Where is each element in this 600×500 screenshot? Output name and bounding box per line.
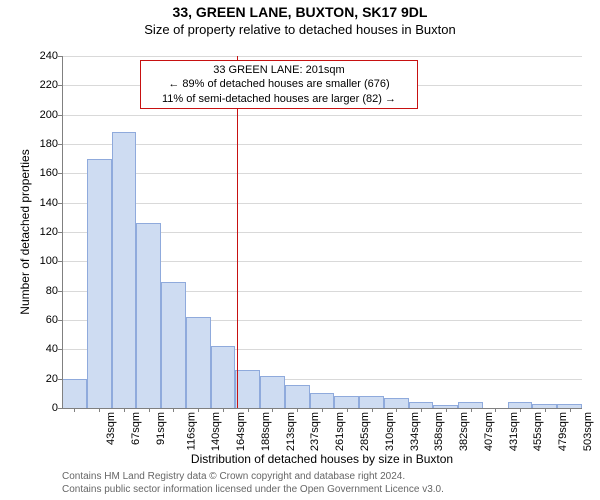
x-tick-label: 407sqm [483,412,495,451]
x-tick-label: 382sqm [458,412,470,451]
histogram-bar [359,396,384,408]
annotation-line1: 33 GREEN LANE: 201sqm [145,63,413,77]
histogram-bar [161,282,186,408]
y-tick-label: 60 [28,314,58,326]
x-tick-label: 91sqm [155,412,167,445]
histogram-bar [384,398,409,408]
x-axis-label: Distribution of detached houses by size … [62,452,582,466]
y-tick-label: 20 [28,373,58,385]
histogram-bar [334,396,359,408]
x-tick-label: 358sqm [433,412,445,451]
histogram-bar [186,317,211,408]
x-tick-label: 503sqm [582,412,594,451]
histogram-bar [285,385,310,408]
x-tick-label: 43sqm [105,412,117,445]
y-axis-line [62,56,63,408]
page-subtitle: Size of property relative to detached ho… [0,22,600,37]
x-tick-label: 431sqm [508,412,520,451]
x-tick-label: 285sqm [359,412,371,451]
y-tick-label: 120 [28,226,58,238]
page-title: 33, GREEN LANE, BUXTON, SK17 9DL [0,4,600,20]
footer-line1: Contains HM Land Registry data © Crown c… [62,470,444,483]
footer-attribution: Contains HM Land Registry data © Crown c… [62,470,444,496]
x-tick-label: 164sqm [235,412,247,451]
histogram-bar [62,379,87,408]
x-tick-label: 140sqm [211,412,223,451]
histogram-bar [136,223,161,408]
x-tick-label: 188sqm [260,412,272,451]
y-tick-label: 80 [28,285,58,297]
y-tick-label: 40 [28,343,58,355]
histogram-bar [260,376,285,408]
histogram-bar [87,159,112,408]
histogram-bar [112,132,137,408]
x-tick-label: 334sqm [409,412,421,451]
histogram-bar [310,393,335,408]
gridline [62,203,582,204]
x-tick-label: 261sqm [334,412,346,451]
footer-line2: Contains public sector information licen… [62,483,444,496]
gridline [62,115,582,116]
x-tick-label: 67sqm [130,412,142,445]
y-tick-label: 180 [28,138,58,150]
x-tick-label: 213sqm [285,412,297,451]
y-tick-label: 240 [28,50,58,62]
y-tick-label: 200 [28,109,58,121]
y-tick-label: 0 [28,402,58,414]
gridline [62,173,582,174]
x-tick-label: 310sqm [384,412,396,451]
histogram-bar [235,370,260,408]
y-tick-label: 140 [28,197,58,209]
y-tick-label: 160 [28,167,58,179]
histogram-bar [211,346,236,408]
gridline [62,144,582,145]
annotation-box: 33 GREEN LANE: 201sqm ← 89% of detached … [140,60,418,109]
y-tick-label: 100 [28,255,58,267]
x-tick-label: 455sqm [532,412,544,451]
x-axis-line [62,408,582,409]
x-tick-label: 479sqm [557,412,569,451]
y-tick-label: 220 [28,79,58,91]
annotation-line3: 11% of semi-detached houses are larger (… [145,92,413,106]
x-tick-label: 116sqm [185,412,197,450]
gridline [62,56,582,57]
x-tick-label: 237sqm [310,412,322,451]
annotation-line2: ← 89% of detached houses are smaller (67… [145,77,413,91]
